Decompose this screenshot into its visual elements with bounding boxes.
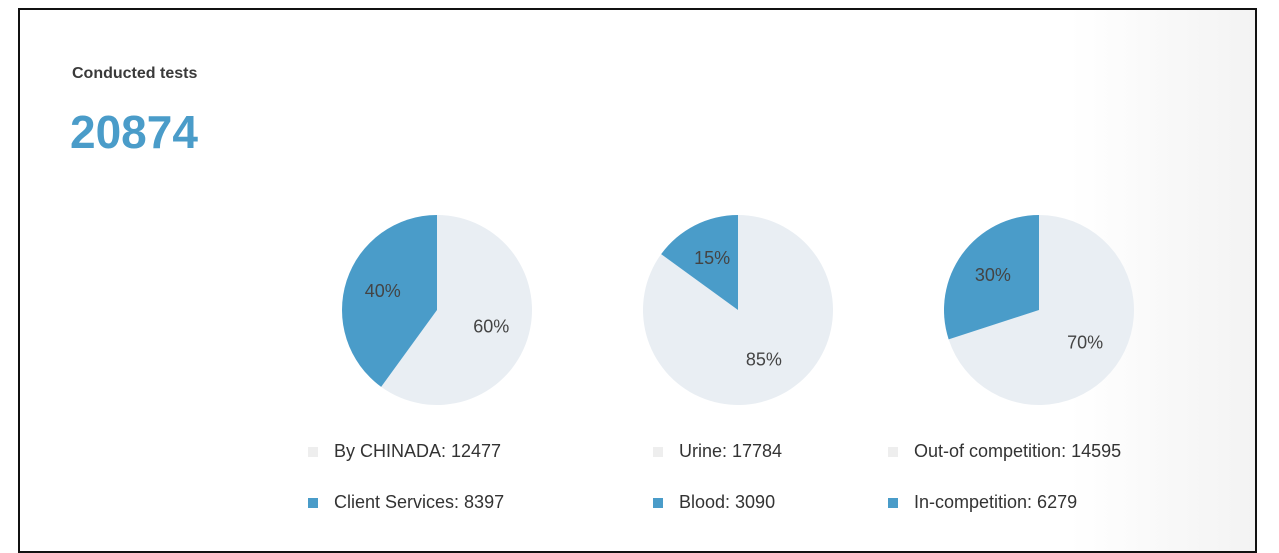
legend-label: Blood: 3090 xyxy=(679,492,775,512)
slice-label: 30% xyxy=(975,265,1011,285)
pie-slice xyxy=(381,215,532,406)
pie-slice xyxy=(661,215,738,310)
legend-label: Client Services: 8397 xyxy=(334,492,504,512)
slice-label: 60% xyxy=(473,316,509,336)
slice-label: 70% xyxy=(1067,332,1103,352)
legend-marker xyxy=(888,447,898,457)
slice-label: 40% xyxy=(365,281,401,301)
pie-slice xyxy=(342,215,437,387)
legend-label: Urine: 17784 xyxy=(679,441,782,461)
slice-label: 15% xyxy=(694,248,730,268)
legend-label: In-competition: 6279 xyxy=(914,492,1077,512)
pie-slice xyxy=(948,215,1135,405)
legend-marker xyxy=(653,447,663,457)
total-count: 20874 xyxy=(70,106,198,158)
legend-marker xyxy=(888,498,898,508)
legend-label: By CHINADA: 12477 xyxy=(334,441,501,461)
legend-marker xyxy=(308,498,318,508)
legend-marker xyxy=(308,447,318,457)
legend-marker xyxy=(653,498,663,508)
slice-label: 85% xyxy=(746,350,782,370)
widget-title: Conducted tests xyxy=(72,65,197,82)
pie-slice xyxy=(944,215,1039,340)
legend-label: Out-of competition: 14595 xyxy=(914,441,1121,461)
